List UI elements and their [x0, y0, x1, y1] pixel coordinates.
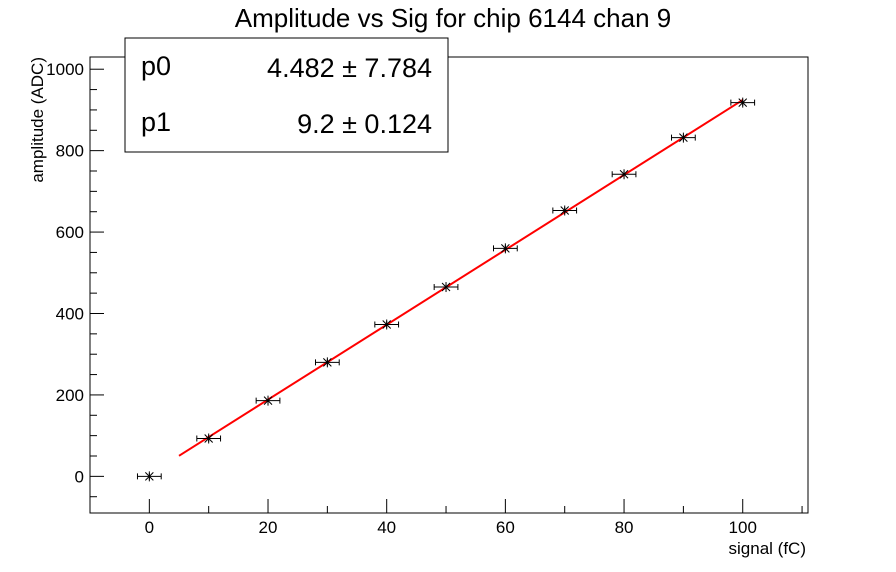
data-point — [255, 395, 281, 406]
chart-title: Amplitude vs Sig for chip 6144 chan 9 — [235, 3, 671, 33]
y-axis: 0 200 400 600 800 1000 — [46, 60, 104, 498]
data-point — [493, 243, 518, 254]
stats-box: p0 4.482 ± 7.784 p1 9.2 ± 0.124 — [124, 37, 449, 153]
y-tick-label: 1000 — [46, 60, 84, 79]
stats-box-frame — [124, 37, 449, 153]
data-point — [196, 433, 222, 444]
stats-p1-value: 9.2 ± 0.124 — [297, 109, 432, 139]
data-point — [730, 97, 756, 108]
data-point — [671, 132, 696, 143]
plot-frame — [89, 56, 809, 514]
data-point — [136, 471, 162, 482]
x-tick-label: 40 — [377, 518, 396, 537]
x-tick-label: 20 — [259, 518, 278, 537]
data-point — [314, 357, 340, 368]
x-tick-label: 60 — [496, 518, 515, 537]
stats-p0-value: 4.482 ± 7.784 — [267, 53, 432, 83]
data-point — [374, 319, 400, 330]
x-tick-label: 0 — [145, 518, 154, 537]
fit-layer — [178, 99, 744, 457]
points-layer — [136, 97, 756, 482]
x-tick-label: 100 — [729, 518, 757, 537]
y-tick-label: 400 — [56, 305, 84, 324]
data-point — [552, 205, 578, 216]
x-axis-title: signal (fC) — [729, 539, 806, 558]
y-tick-label: 800 — [56, 142, 84, 161]
data-point — [611, 169, 637, 180]
stats-p1-name: p1 — [141, 107, 171, 137]
y-tick-label: 600 — [56, 223, 84, 242]
x-tick-label: 80 — [615, 518, 634, 537]
y-axis-title: amplitude (ADC) — [28, 57, 47, 183]
y-tick-label: 200 — [56, 386, 84, 405]
x-axis: 0 20 40 60 80 100 — [89, 499, 803, 537]
stats-p0-name: p0 — [141, 51, 171, 81]
y-tick-label: 0 — [75, 467, 84, 486]
fit-line — [178, 99, 744, 457]
data-point — [433, 282, 459, 293]
